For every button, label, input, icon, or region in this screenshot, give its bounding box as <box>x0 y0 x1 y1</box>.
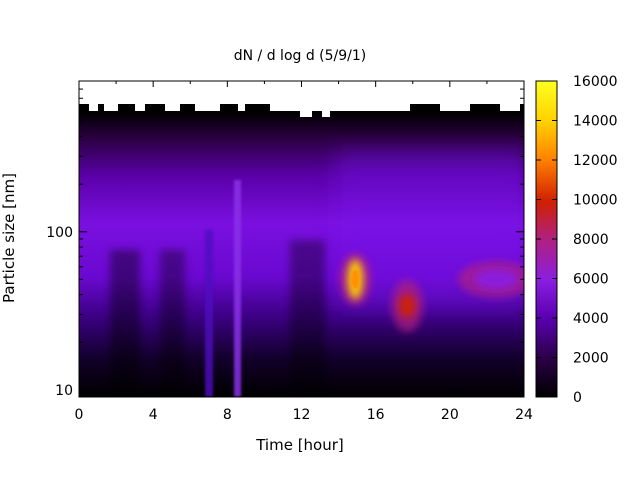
colorbar-tick-label: 4000 <box>573 311 609 327</box>
heatmap-streak <box>160 250 185 390</box>
heatmap-streak <box>205 230 213 397</box>
peaks-layer <box>339 253 524 332</box>
x-tick-label: 12 <box>293 407 311 423</box>
y-axis: 10 100 <box>46 80 524 399</box>
y-tick-label: 10 <box>55 383 73 399</box>
heatmap-field <box>79 81 524 397</box>
x-tick-label: 0 <box>75 407 84 423</box>
peak-core <box>399 293 416 318</box>
colorbar-tick-label: 6000 <box>573 272 609 288</box>
colorbar-tick-label: 8000 <box>573 232 609 248</box>
peak-center <box>351 269 360 290</box>
colorbar-axis: 0 2000 4000 6000 8000 10000 12000 14000 16000 <box>536 74 618 406</box>
no-data-region <box>79 81 524 117</box>
heatmap-streak <box>290 240 325 390</box>
y-tick-label: 100 <box>46 225 73 241</box>
x-tick-label: 24 <box>515 407 533 423</box>
chart-title: dN / d log d (5/9/1) <box>234 48 367 64</box>
heatmap-streak <box>110 250 140 390</box>
x-axis: 0 4 8 12 16 20 24 <box>75 81 533 423</box>
colorbar-tick-label: 2000 <box>573 351 609 367</box>
colorbar-tick-label: 16000 <box>573 74 618 90</box>
colorbar-tick-label: 12000 <box>573 153 618 169</box>
colorbar-tick-label: 14000 <box>573 114 618 130</box>
colorbar-tick-label: 10000 <box>573 193 618 209</box>
heatmap-streak <box>234 180 241 397</box>
peak-core <box>474 269 519 290</box>
colorbar-tick-label: 0 <box>573 390 582 406</box>
y-axis-label: Particle size [nm] <box>0 173 18 303</box>
x-axis-label: Time [hour] <box>255 436 344 454</box>
x-tick-label: 16 <box>367 407 385 423</box>
x-tick-label: 8 <box>223 407 232 423</box>
x-tick-label: 20 <box>441 407 459 423</box>
x-tick-label: 4 <box>149 407 158 423</box>
